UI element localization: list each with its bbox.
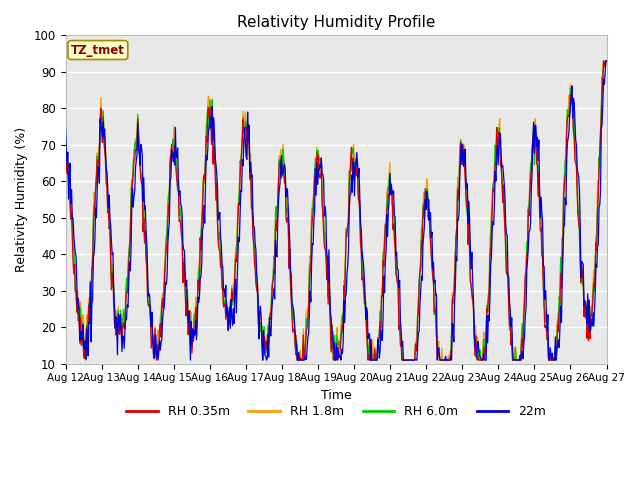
Legend: RH 0.35m, RH 1.8m, RH 6.0m, 22m: RH 0.35m, RH 1.8m, RH 6.0m, 22m: [122, 400, 551, 423]
X-axis label: Time: Time: [321, 389, 351, 402]
Title: Relativity Humidity Profile: Relativity Humidity Profile: [237, 15, 435, 30]
Text: TZ_tmet: TZ_tmet: [71, 44, 125, 57]
Y-axis label: Relativity Humidity (%): Relativity Humidity (%): [15, 127, 28, 272]
